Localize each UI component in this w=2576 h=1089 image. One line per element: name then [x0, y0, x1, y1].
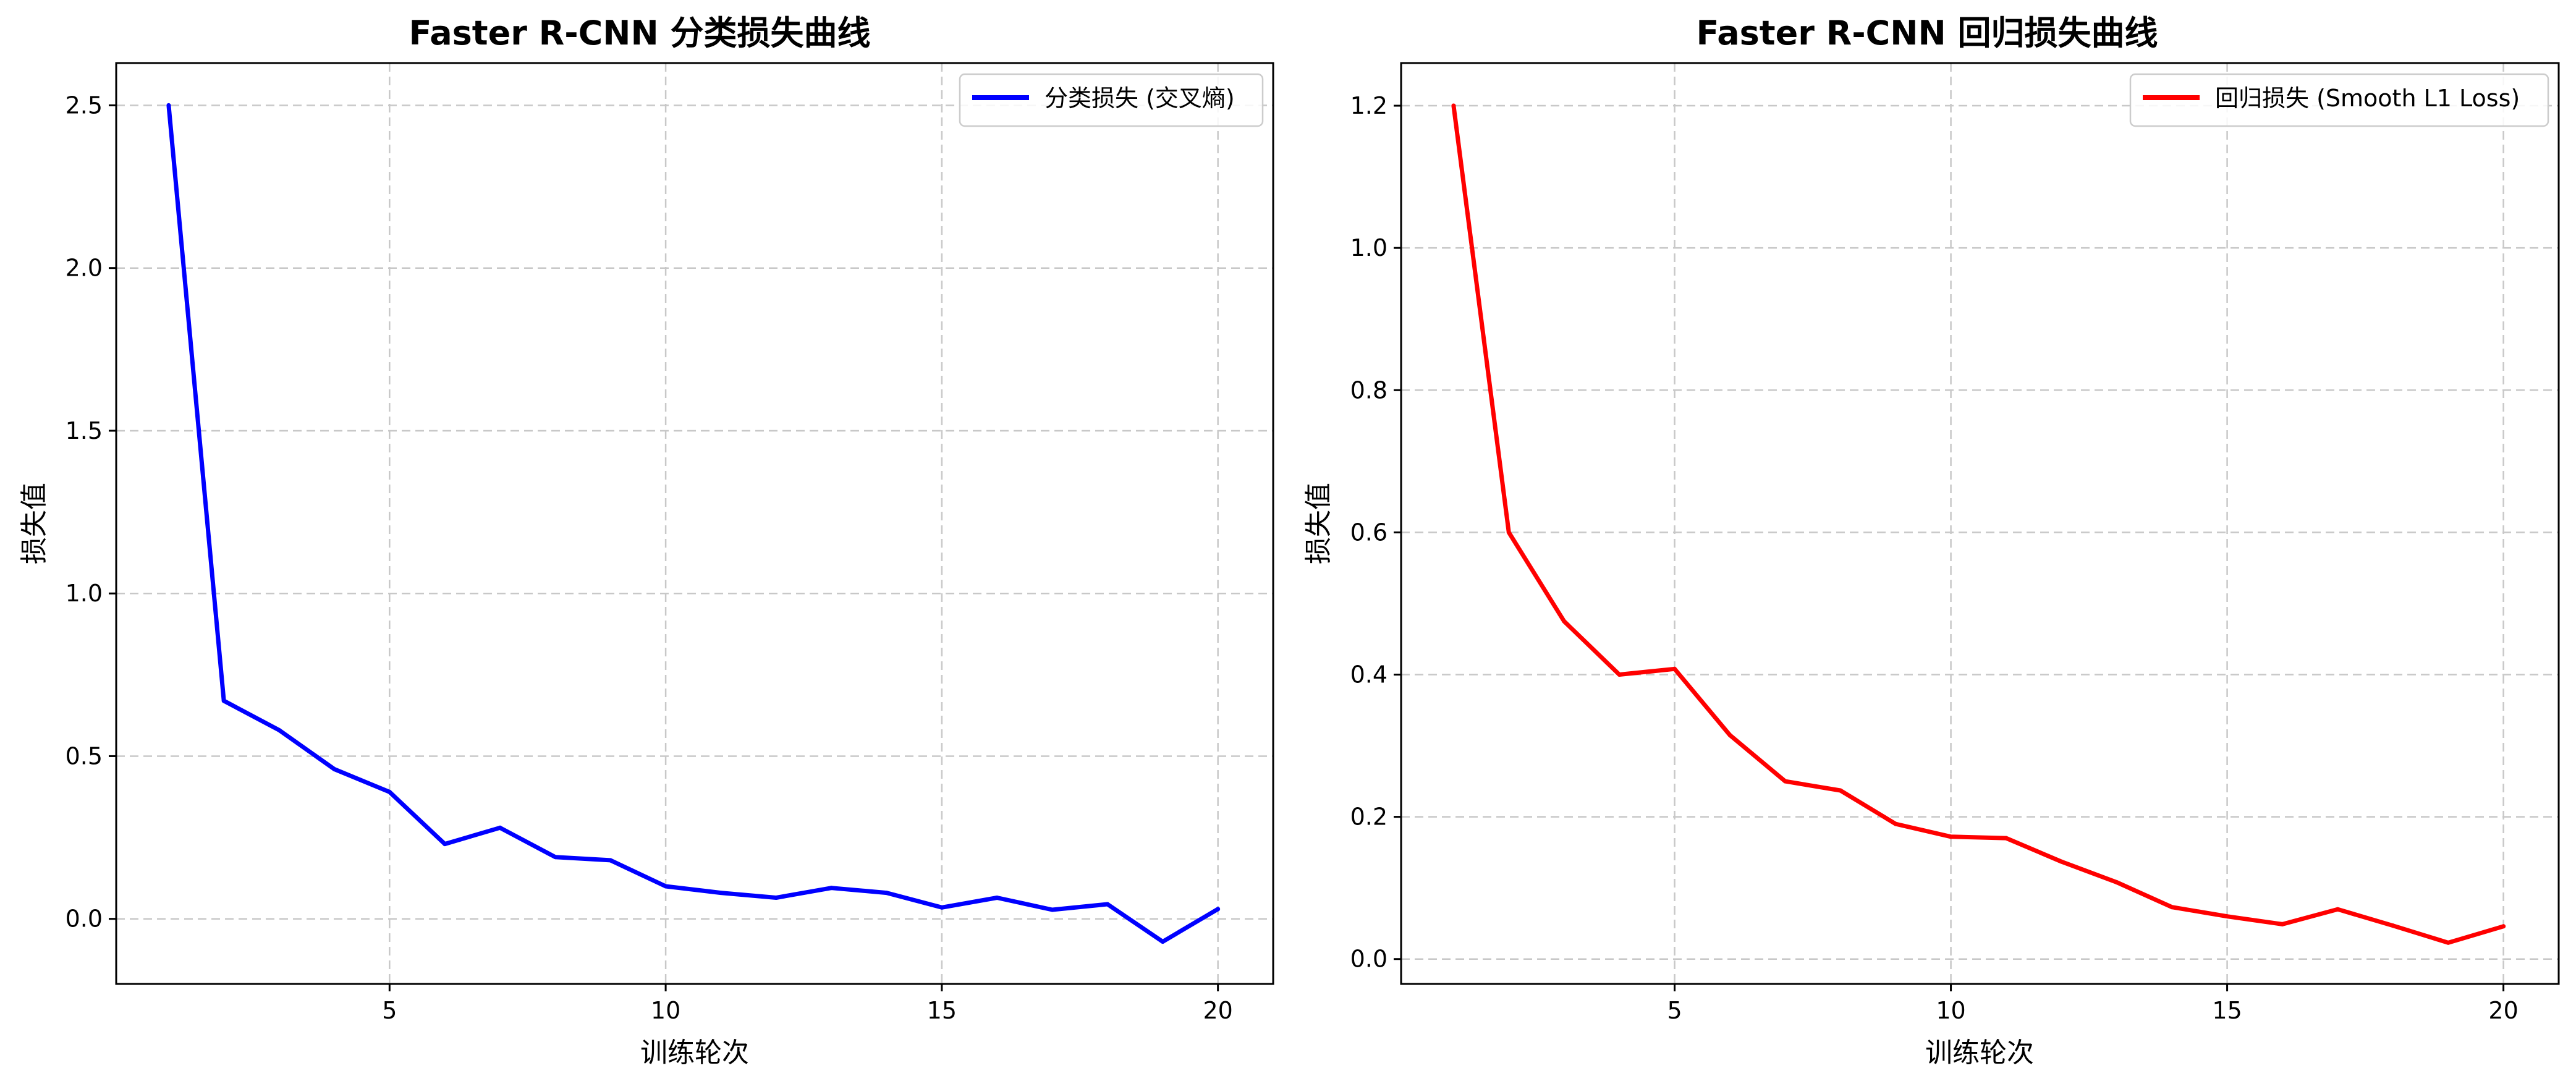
grid-lines: [116, 63, 1273, 984]
data-point: [2169, 905, 2174, 910]
x-axis-label: 训练轮次: [640, 1037, 749, 1069]
legend-label: 回归损失 (Smooth L1 Loss): [2215, 85, 2520, 112]
legend-box: [959, 73, 1264, 127]
legend: 回归损失 (Smooth L1 Loss): [2129, 73, 2549, 127]
data-point: [1672, 666, 1677, 671]
x-tick-label: 20: [1203, 997, 1232, 1024]
series-line: [166, 103, 1221, 944]
axis-ticks: 5 10 15 20 0.0 0.2 0.4 0.6 0.8 1.0 1.2: [1350, 92, 2519, 1024]
y-tick-label: 1.2: [1350, 92, 1388, 119]
y-axis-label: 损失值: [1303, 483, 1334, 564]
data-point: [774, 895, 779, 900]
x-tick-label: 10: [651, 997, 680, 1024]
data-point: [1562, 619, 1567, 624]
x-tick-label: 5: [382, 997, 397, 1024]
data-point: [663, 884, 668, 889]
plot-area: [166, 103, 1221, 944]
data-point: [1451, 103, 1456, 108]
y-tick-label: 0.2: [1350, 803, 1388, 831]
plot-frame: [115, 62, 1274, 985]
data-point: [166, 103, 171, 108]
data-point: [2335, 907, 2340, 912]
y-tick-label: 0.5: [66, 742, 103, 769]
y-tick-label: 2.5: [66, 91, 103, 119]
data-point: [939, 905, 944, 910]
data-point: [1838, 788, 1843, 793]
axis-ticks: 5 10 15 20 0.0 0.5 1.0 1.5 2.0 2.5: [66, 91, 1233, 1024]
y-tick-label: 0.6: [1350, 519, 1388, 546]
x-tick-label: 10: [1936, 997, 1965, 1024]
data-point: [829, 886, 834, 891]
data-point: [1216, 907, 1221, 912]
data-point: [2446, 940, 2451, 945]
grid-lines: [1401, 63, 2559, 984]
y-tick-label: 0.4: [1350, 661, 1388, 688]
data-point: [2004, 836, 2009, 841]
data-point: [1105, 902, 1110, 907]
y-tick-label: 0.8: [1350, 376, 1388, 404]
data-point: [608, 858, 613, 863]
x-tick-label: 15: [927, 997, 957, 1024]
data-point: [884, 891, 889, 896]
y-tick-label: 1.0: [1350, 234, 1388, 261]
data-point: [994, 895, 999, 900]
data-point: [277, 727, 282, 732]
data-point: [2225, 914, 2230, 919]
y-tick-label: 0.0: [66, 905, 103, 933]
data-point: [553, 855, 557, 860]
y-tick-label: 1.0: [66, 580, 103, 607]
data-point: [718, 891, 723, 896]
legend: 分类损失 (交叉熵): [959, 73, 1264, 127]
y-axis-label: 损失值: [19, 483, 50, 564]
data-point: [2114, 879, 2119, 884]
x-tick-label: 5: [1667, 997, 1682, 1024]
chart-panel-classification: Faster R-CNN 分类损失曲线 5 10 15 20 0.0 0.5 1.0 1.5 2…: [19, 14, 1274, 1069]
x-tick-label: 15: [2212, 997, 2242, 1024]
chart-title: Faster R-CNN 分类损失曲线: [409, 14, 871, 53]
data-point: [1506, 530, 1511, 535]
data-point: [1782, 779, 1787, 784]
data-point: [2391, 923, 2396, 928]
chart-panel-regression: Faster R-CNN 回归损失曲线 5 10 15 20 0.0 0.2 0.4 0.6 0…: [1303, 14, 2560, 1069]
plot-frame: [1400, 62, 2560, 985]
chart-title: Faster R-CNN 回归损失曲线: [1697, 14, 2158, 53]
data-point: [387, 789, 392, 794]
data-point: [1617, 672, 1622, 677]
legend-label: 分类损失 (交叉熵): [1044, 85, 1235, 112]
x-axis-label: 训练轮次: [1925, 1037, 2034, 1069]
data-point: [332, 767, 337, 772]
y-tick-label: 2.0: [66, 255, 103, 282]
data-point: [1727, 732, 1732, 737]
data-point: [1949, 834, 1954, 839]
plot-area: [1451, 103, 2506, 945]
y-tick-label: 1.5: [66, 417, 103, 444]
data-point: [221, 698, 226, 703]
data-point: [2501, 924, 2506, 929]
data-point: [2280, 922, 2285, 926]
legend-box: [2129, 73, 2549, 127]
data-point: [1893, 821, 1898, 826]
y-tick-label: 0.0: [1350, 946, 1388, 973]
data-point: [498, 825, 502, 830]
data-point: [2059, 859, 2064, 864]
data-point: [1160, 939, 1165, 944]
data-point: [443, 842, 447, 847]
data-point: [1050, 907, 1055, 912]
x-tick-label: 20: [2488, 997, 2518, 1024]
series-line: [1451, 103, 2506, 945]
